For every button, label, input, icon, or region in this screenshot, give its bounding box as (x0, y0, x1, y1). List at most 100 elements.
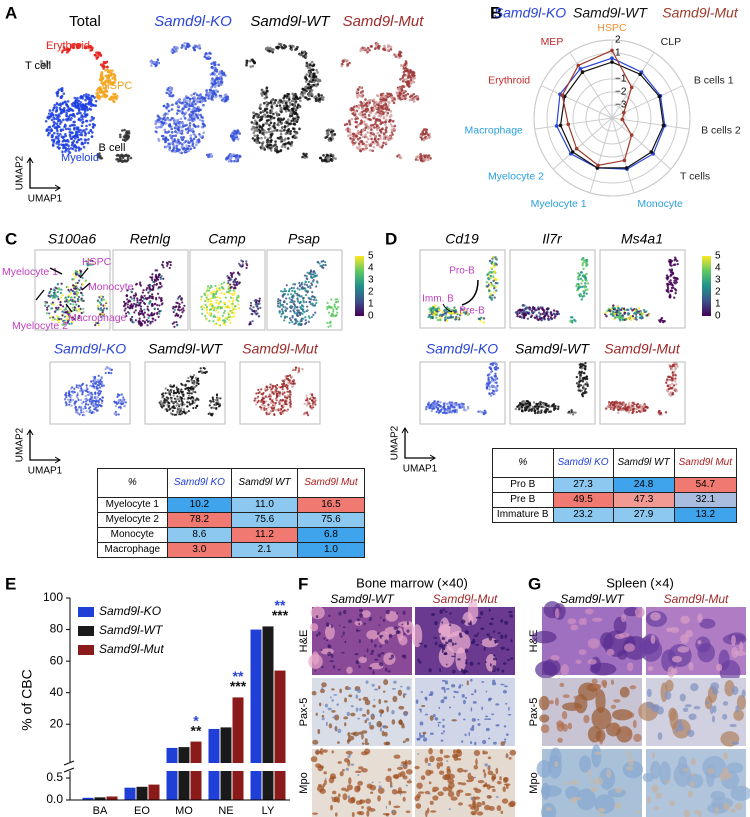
umap-point (201, 312, 204, 315)
umap-point (129, 300, 132, 303)
umap-point (267, 412, 270, 415)
umap-point (82, 411, 85, 414)
umap-point (114, 410, 117, 414)
umap-point (71, 131, 74, 135)
umap-point (149, 60, 153, 63)
umap-point (63, 125, 66, 129)
umap-point (79, 291, 83, 294)
umap-point (285, 386, 288, 389)
umap-point (87, 403, 90, 406)
umap-point (91, 398, 94, 401)
umap-point (129, 319, 132, 322)
umap-point (302, 90, 306, 94)
umap-point (235, 153, 239, 157)
umap-point (98, 152, 101, 155)
umap-point (361, 48, 365, 52)
umap-point (324, 261, 327, 264)
umap-point (48, 131, 51, 135)
umap-point (44, 119, 48, 123)
umap-point (53, 310, 57, 314)
umap-point (374, 112, 378, 115)
umap-point (60, 282, 63, 285)
umap-point (47, 294, 50, 297)
umap-point (89, 119, 92, 122)
umap-point (297, 366, 300, 369)
umap-point (179, 413, 182, 416)
umap-point (358, 144, 361, 148)
umap-point (342, 59, 345, 63)
umap-point (355, 120, 359, 124)
umap-point (372, 104, 376, 107)
category-label: Myelocyte 1 (531, 198, 587, 210)
umap-point (163, 401, 166, 404)
umap-point (424, 132, 427, 136)
umap-point (133, 299, 136, 302)
umap-point (314, 97, 318, 101)
umap-point (282, 382, 286, 385)
umap-point (306, 277, 309, 281)
umap-point (150, 64, 153, 67)
umap-point (162, 104, 166, 108)
umap-point (175, 404, 178, 407)
umap-point (218, 318, 221, 322)
umap-point (256, 305, 259, 308)
umap-point (289, 391, 292, 394)
umap-point (191, 104, 194, 108)
umap-point (398, 50, 402, 54)
umap-point (255, 299, 258, 302)
umap-point (56, 140, 59, 144)
umap-point (45, 61, 49, 65)
umap-point (316, 281, 319, 284)
umap-point (139, 301, 142, 304)
umap-point (62, 118, 65, 122)
umap-point (279, 106, 283, 110)
umap-point (67, 140, 70, 143)
umap-point (79, 272, 82, 275)
umap-point (390, 125, 394, 128)
umap-point (194, 376, 198, 379)
umap-point (95, 409, 98, 412)
umap-point (176, 402, 179, 405)
umap-point (69, 302, 72, 306)
umap-point (218, 302, 221, 305)
umap-point (321, 98, 325, 102)
umap-point (285, 284, 288, 287)
umap-point (192, 380, 195, 383)
umap-point (235, 296, 239, 299)
umap-point (85, 124, 88, 128)
umap-point (361, 142, 365, 146)
umap-point (138, 312, 142, 316)
radar-point (558, 123, 563, 128)
umap-point (398, 96, 402, 100)
umap-point (192, 373, 196, 377)
umap-point (215, 301, 218, 304)
umap-point (167, 405, 170, 409)
umap-point (176, 391, 179, 394)
umap-point (53, 289, 56, 292)
umap-point (61, 293, 64, 297)
umap-point (79, 101, 83, 104)
umap-point (212, 82, 215, 86)
umap-point (204, 52, 207, 56)
umap-point (252, 122, 256, 125)
umap-point (357, 142, 361, 146)
umap-point (363, 120, 366, 124)
umap-point (101, 399, 104, 403)
umap-point (75, 112, 79, 116)
umap-point (266, 118, 270, 122)
umap-point (125, 130, 129, 133)
umap-point (62, 139, 66, 142)
umap-point (100, 299, 103, 302)
umap-point (46, 133, 50, 137)
umap-point (370, 137, 373, 141)
umap-point (159, 298, 162, 301)
umap-point (166, 131, 169, 134)
umap-point (288, 321, 291, 324)
umap-point (370, 45, 373, 48)
umap-point (104, 371, 107, 375)
umap-point (68, 47, 71, 51)
umap-point (304, 55, 308, 58)
umap-point (286, 124, 289, 128)
umap-point (202, 103, 205, 107)
umap-point (363, 104, 367, 107)
